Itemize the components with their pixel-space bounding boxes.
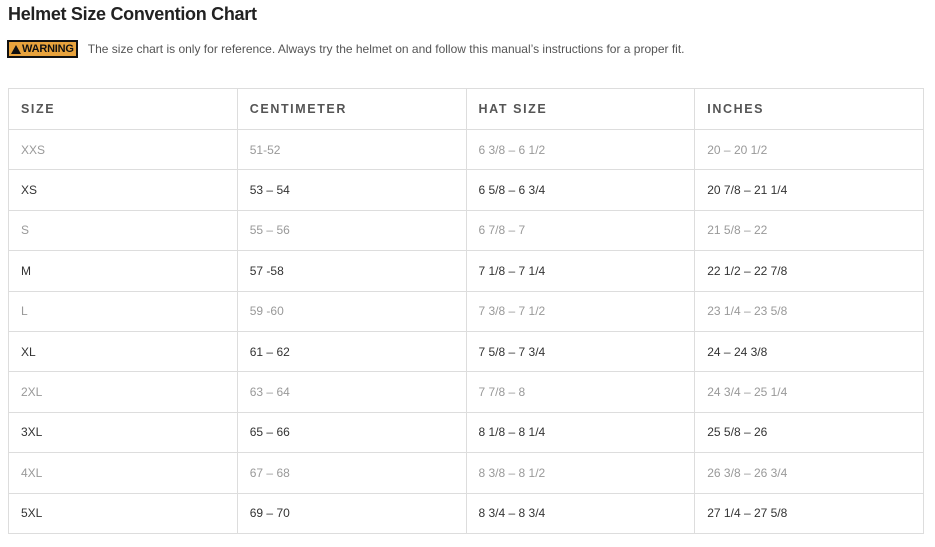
cell-inches: 20 – 20 1/2 [694, 128, 924, 171]
table-header-row: SIZE CENTIMETER HAT SIZE INCHES [8, 88, 924, 130]
column-header-inches: INCHES [694, 88, 924, 130]
warning-triangle-icon [11, 44, 21, 54]
cell-hat-size: 7 1/8 – 7 1/4 [465, 250, 696, 292]
table-row: L 59 -60 7 3/8 – 7 1/2 23 1/4 – 23 5/8 [8, 290, 924, 332]
cell-inches: 24 3/4 – 25 1/4 [694, 371, 924, 413]
cell-centimeter: 61 – 62 [236, 330, 467, 373]
column-header-hat-size: HAT SIZE [465, 88, 696, 130]
column-header-size: SIZE [8, 88, 238, 130]
cell-centimeter: 69 – 70 [236, 492, 467, 534]
cell-size: 5XL [8, 492, 238, 534]
cell-centimeter: 55 – 56 [236, 209, 467, 252]
cell-hat-size: 8 1/8 – 8 1/4 [465, 411, 696, 454]
cell-hat-size: 6 7/8 – 7 [465, 209, 696, 252]
cell-inches: 23 1/4 – 23 5/8 [694, 290, 924, 332]
cell-centimeter: 51-52 [236, 128, 467, 171]
cell-inches: 26 3/8 – 26 3/4 [694, 452, 924, 494]
cell-hat-size: 7 3/8 – 7 1/2 [465, 290, 696, 332]
column-header-centimeter: CENTIMETER [236, 88, 467, 130]
cell-inches: 25 5/8 – 26 [694, 411, 924, 454]
cell-hat-size: 7 5/8 – 7 3/4 [465, 330, 696, 373]
cell-size: M [8, 250, 238, 292]
cell-centimeter: 57 -58 [236, 250, 467, 292]
warning-badge-label: WARNING [22, 43, 74, 55]
cell-inches: 20 7/8 – 21 1/4 [694, 169, 924, 211]
cell-hat-size: 6 3/8 – 6 1/2 [465, 128, 696, 171]
cell-size: S [8, 209, 238, 252]
cell-inches: 24 – 24 3/8 [694, 330, 924, 373]
cell-size: XS [8, 169, 238, 211]
table-row: 2XL 63 – 64 7 7/8 – 8 24 3/4 – 25 1/4 [8, 371, 924, 413]
cell-inches: 22 1/2 – 22 7/8 [694, 250, 924, 292]
cell-centimeter: 59 -60 [236, 290, 467, 332]
table-row: M 57 -58 7 1/8 – 7 1/4 22 1/2 – 22 7/8 [8, 250, 924, 292]
cell-centimeter: 65 – 66 [236, 411, 467, 454]
warning-badge: WARNING [7, 40, 78, 58]
cell-hat-size: 7 7/8 – 8 [465, 371, 696, 413]
table-row: S 55 – 56 6 7/8 – 7 21 5/8 – 22 [8, 209, 924, 252]
table-row: XXS 51-52 6 3/8 – 6 1/2 20 – 20 1/2 [8, 128, 924, 171]
table-row: XS 53 – 54 6 5/8 – 6 3/4 20 7/8 – 21 1/4 [8, 169, 924, 211]
cell-hat-size: 8 3/8 – 8 1/2 [465, 452, 696, 494]
table-row: 5XL 69 – 70 8 3/4 – 8 3/4 27 1/4 – 27 5/8 [8, 492, 924, 534]
cell-hat-size: 6 5/8 – 6 3/4 [465, 169, 696, 211]
warning-notice: WARNING The size chart is only for refer… [7, 40, 684, 58]
table-row: 4XL 67 – 68 8 3/8 – 8 1/2 26 3/8 – 26 3/4 [8, 452, 924, 494]
table-row: 3XL 65 – 66 8 1/8 – 8 1/4 25 5/8 – 26 [8, 411, 924, 454]
cell-size: XL [8, 330, 238, 373]
table-row: XL 61 – 62 7 5/8 – 7 3/4 24 – 24 3/8 [8, 330, 924, 373]
warning-message: The size chart is only for reference. Al… [87, 42, 685, 56]
cell-centimeter: 53 – 54 [236, 169, 467, 211]
page-title: Helmet Size Convention Chart [8, 4, 257, 24]
cell-size: L [8, 290, 238, 332]
cell-size: 4XL [8, 452, 238, 494]
cell-hat-size: 8 3/4 – 8 3/4 [465, 492, 696, 534]
cell-size: 2XL [8, 371, 238, 413]
cell-inches: 27 1/4 – 27 5/8 [694, 492, 924, 534]
cell-inches: 21 5/8 – 22 [694, 209, 924, 252]
cell-centimeter: 63 – 64 [236, 371, 467, 413]
cell-size: XXS [8, 128, 238, 171]
cell-size: 3XL [8, 411, 238, 454]
size-chart-table: SIZE CENTIMETER HAT SIZE INCHES XXS 51-52 6 3… [8, 88, 924, 534]
cell-centimeter: 67 – 68 [236, 452, 467, 494]
